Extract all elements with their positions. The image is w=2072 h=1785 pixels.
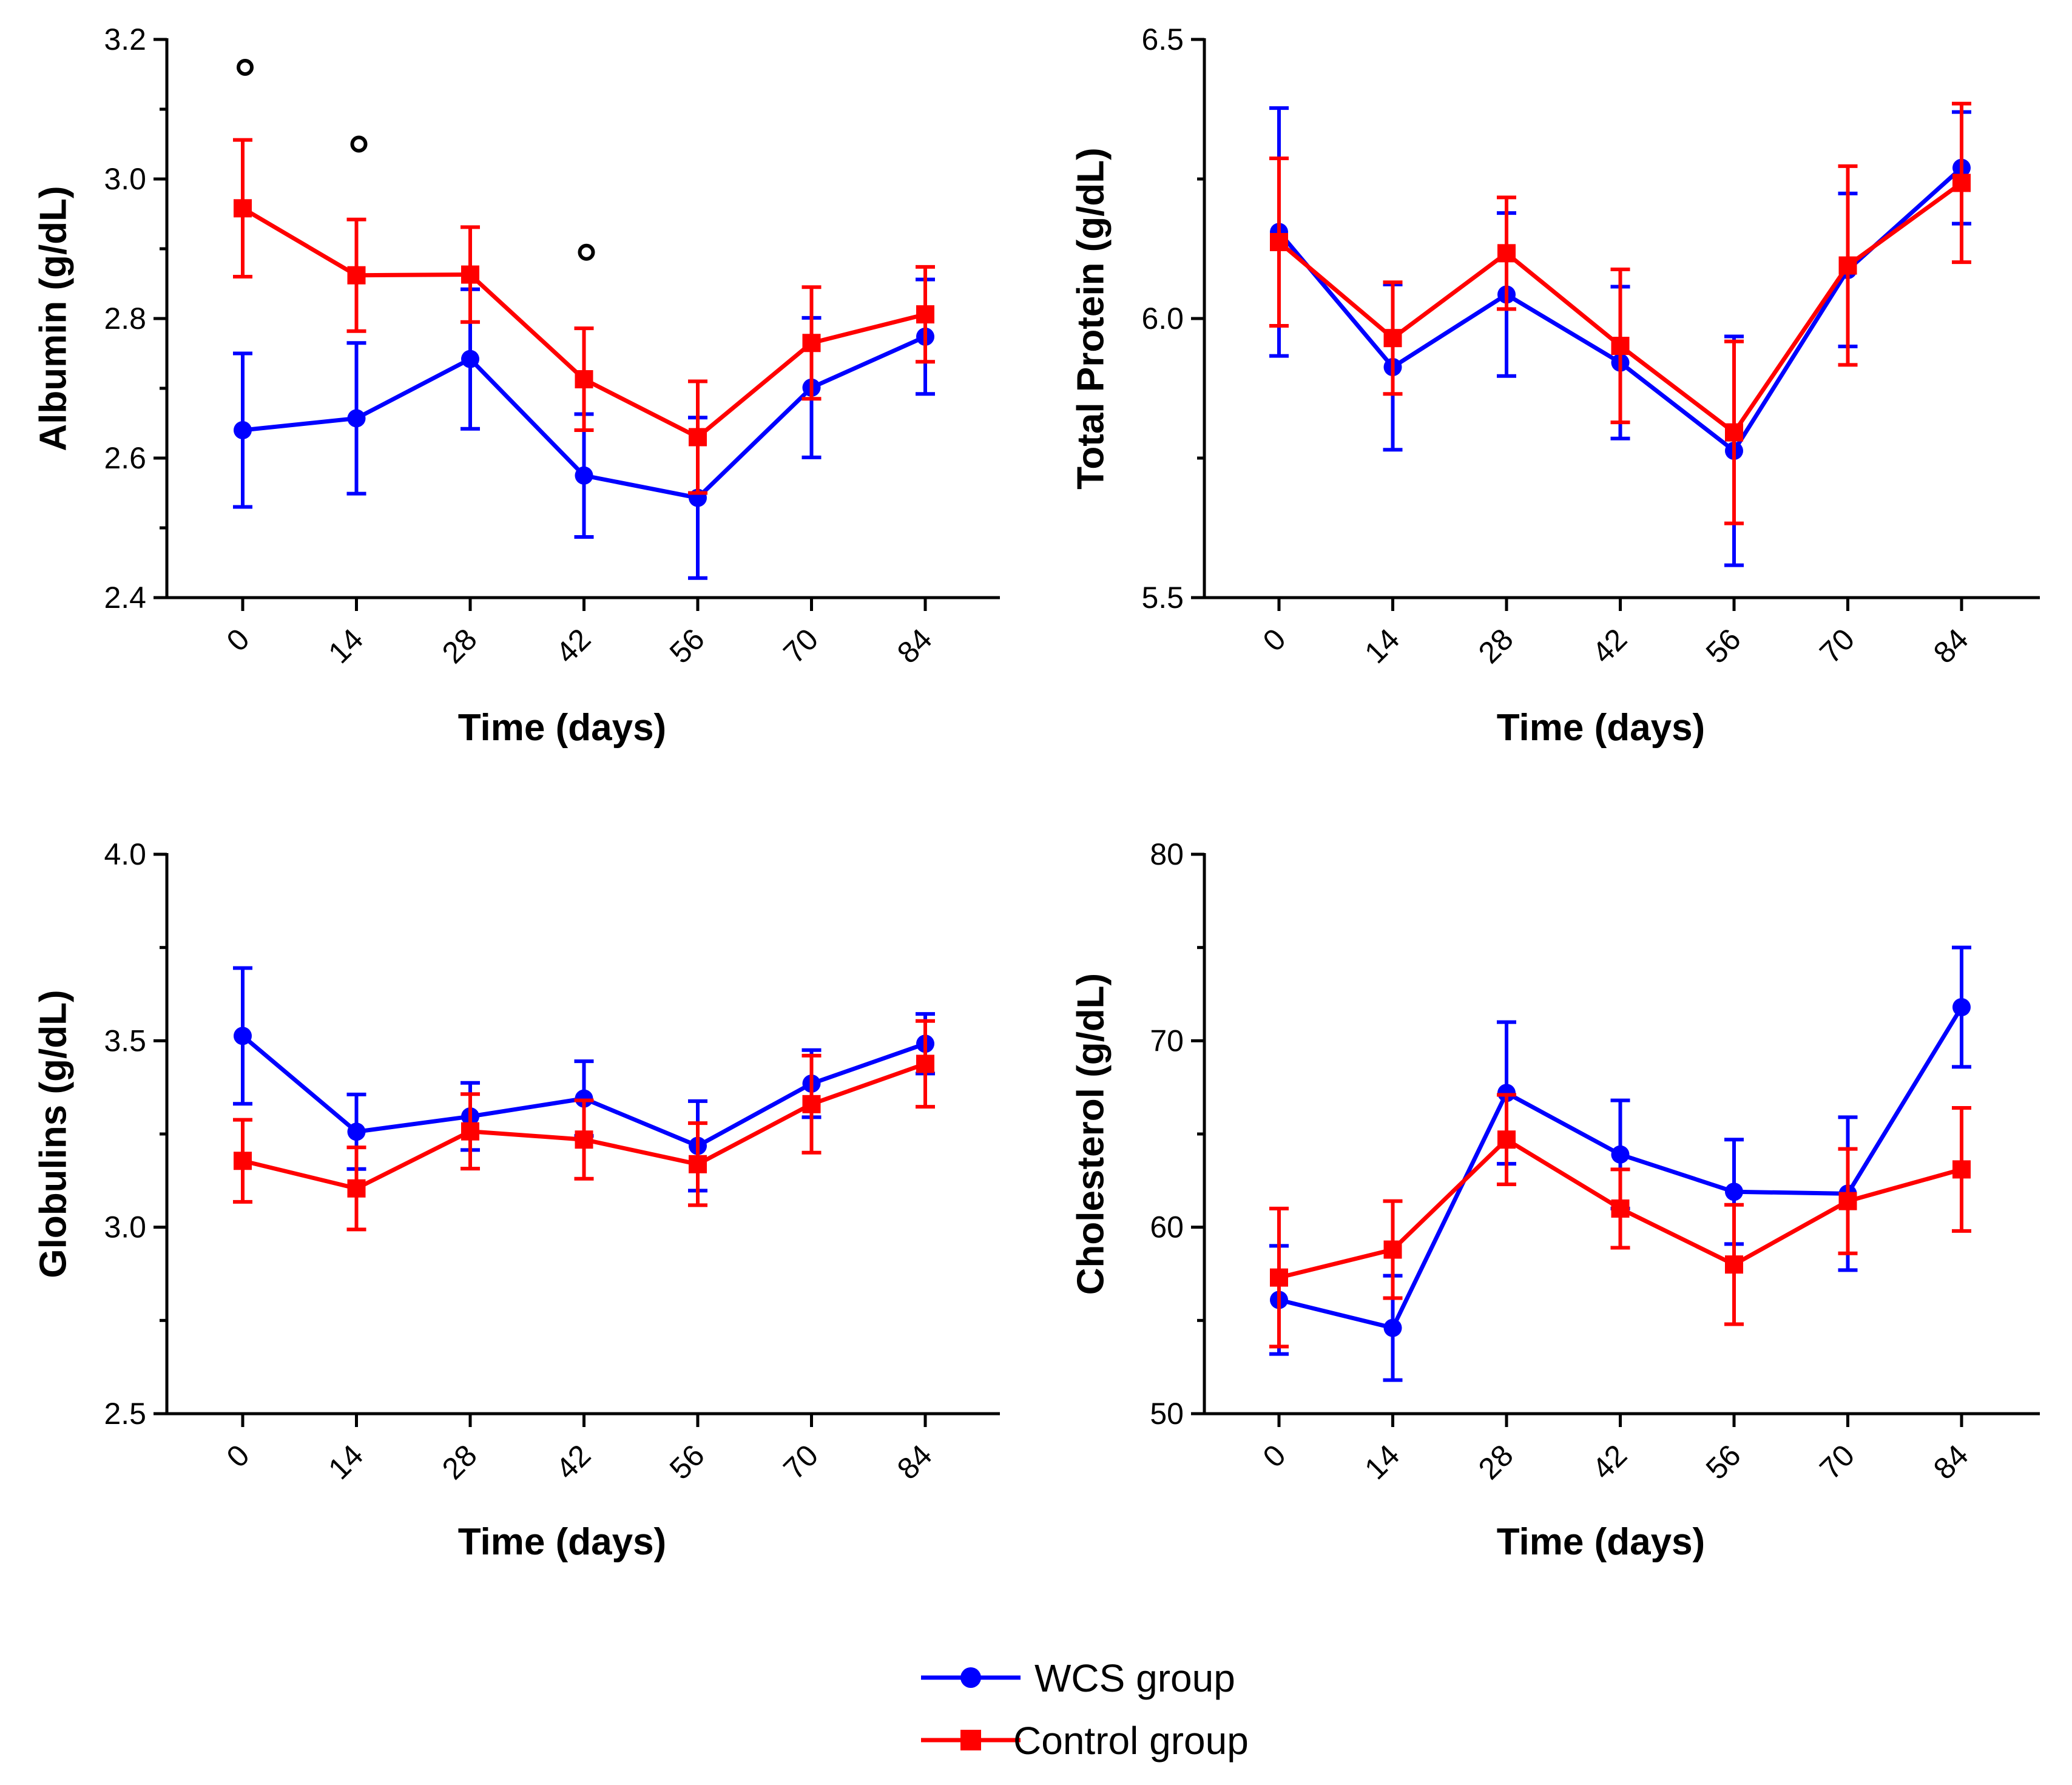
y-tick-label: 2.6 — [104, 441, 146, 475]
y-axis-title: Cholesterol (g/dL) — [1070, 973, 1112, 1295]
y-tick-label: 4.0 — [104, 837, 146, 871]
data-point — [916, 1054, 934, 1073]
data-point — [1838, 256, 1857, 275]
data-point — [802, 1095, 821, 1113]
series-control — [1269, 1093, 1971, 1349]
legend-item-wcs: WCS group — [921, 1656, 1235, 1700]
x-axis-title: Time (days) — [1497, 1521, 1705, 1563]
data-point — [347, 409, 366, 428]
y-tick-label: 2.8 — [104, 302, 146, 336]
data-point — [1725, 1255, 1743, 1274]
data-point — [1270, 1268, 1288, 1287]
data-point — [1497, 1130, 1516, 1149]
data-point — [575, 1130, 593, 1149]
legend-marker — [960, 1730, 981, 1750]
significance-marker — [578, 243, 595, 261]
data-point — [575, 466, 593, 485]
data-point — [1952, 174, 1971, 192]
x-axis-title: Time (days) — [1497, 707, 1705, 749]
y-axis-title: Globulins (g/dL) — [33, 990, 75, 1278]
data-point — [916, 305, 934, 324]
data-point — [1725, 423, 1743, 442]
data-point — [1952, 1160, 1971, 1179]
data-point — [234, 1152, 252, 1170]
data-point — [461, 1122, 479, 1141]
data-point — [1725, 1183, 1743, 1201]
data-point — [1952, 998, 1971, 1017]
y-tick-label: 80 — [1150, 837, 1184, 871]
data-point — [1838, 1192, 1857, 1210]
data-point — [1383, 1318, 1402, 1337]
legend-label: Control group — [1013, 1719, 1249, 1763]
data-point — [461, 349, 479, 368]
y-tick-label: 70 — [1150, 1024, 1184, 1058]
y-tick-label: 5.5 — [1141, 581, 1184, 615]
data-point — [575, 1089, 593, 1108]
data-point — [347, 1179, 366, 1198]
significance-marker — [350, 135, 368, 153]
data-point — [461, 265, 479, 284]
data-point — [347, 1122, 366, 1141]
y-tick-label: 3.0 — [104, 1210, 146, 1244]
data-point — [1497, 244, 1516, 263]
series-control — [233, 138, 935, 495]
y-tick-label: 60 — [1150, 1210, 1184, 1244]
data-point — [802, 334, 821, 353]
legend-marker — [960, 1667, 981, 1688]
data-point — [234, 199, 252, 218]
y-tick-label: 50 — [1150, 1397, 1184, 1431]
data-point — [234, 421, 252, 439]
data-point — [1270, 232, 1288, 251]
data-point — [575, 370, 593, 389]
data-point — [1611, 1145, 1630, 1164]
data-point — [234, 1027, 252, 1045]
data-point — [1383, 329, 1402, 348]
data-point — [347, 266, 366, 285]
data-point — [689, 1155, 707, 1173]
x-axis-title: Time (days) — [458, 707, 666, 749]
significance-marker — [237, 59, 254, 76]
data-point — [1497, 1084, 1516, 1102]
data-point — [1611, 337, 1630, 356]
legend-label: WCS group — [1034, 1656, 1235, 1700]
data-point — [1611, 1199, 1630, 1218]
data-point — [1383, 1240, 1402, 1259]
y-tick-label: 3.0 — [104, 162, 146, 196]
y-tick-label: 6.5 — [1141, 22, 1184, 56]
y-tick-label: 3.2 — [104, 22, 146, 56]
y-tick-label: 2.4 — [104, 581, 146, 615]
series-control — [1269, 101, 1971, 525]
y-tick-label: 2.5 — [104, 1397, 146, 1431]
legend: WCS group Control group — [921, 1656, 1249, 1763]
y-axis-title: Total Protein (g/dL) — [1070, 147, 1112, 490]
y-tick-label: 6.0 — [1141, 302, 1184, 336]
y-axis-title: Albumin (g/dL) — [33, 186, 75, 451]
series-control — [233, 1019, 935, 1232]
x-axis-title: Time (days) — [458, 1521, 666, 1563]
data-point — [689, 428, 707, 447]
y-tick-label: 3.5 — [104, 1024, 146, 1058]
legend-item-control: Control group — [921, 1719, 1249, 1763]
